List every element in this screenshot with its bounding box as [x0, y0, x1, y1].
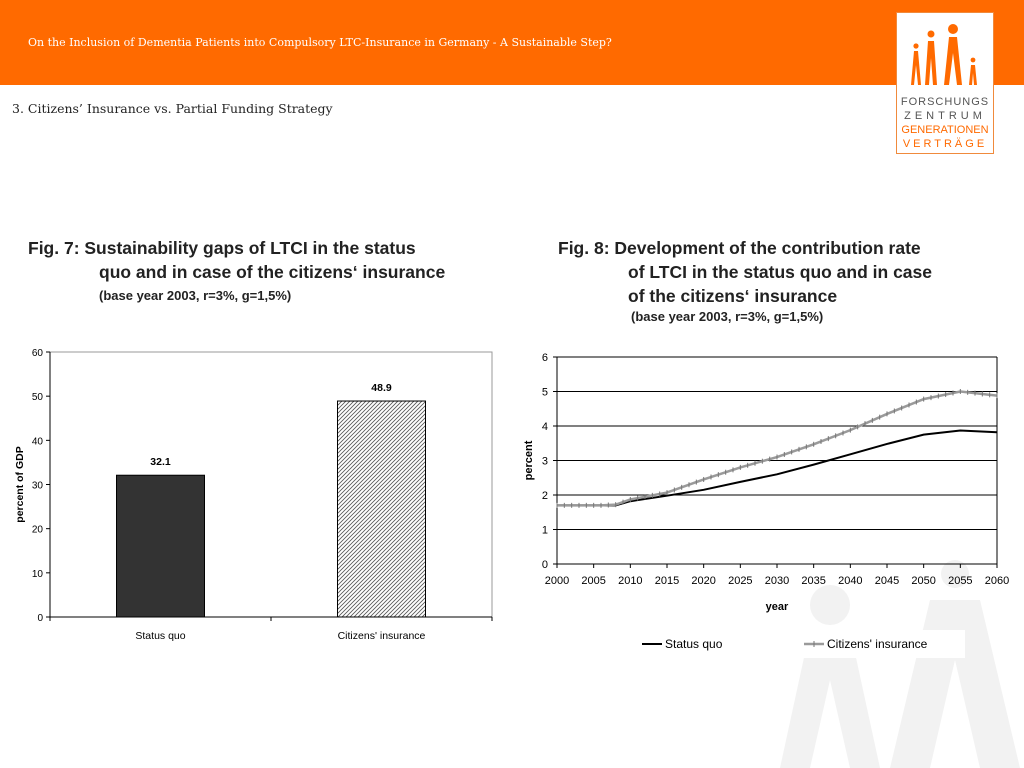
y-axis-label: percent of GDP [14, 446, 26, 522]
y-tick-label: 40 [32, 436, 44, 447]
y-tick-label: 2 [542, 490, 548, 502]
legend-box [620, 630, 965, 658]
x-tick-label: 2060 [985, 575, 1009, 587]
x-tick-label: 2025 [728, 575, 752, 587]
x-tick-label: 2010 [618, 575, 642, 587]
fig7-note: (base year 2003, r=3%, g=1,5%) [99, 288, 292, 303]
header-bar: On the Inclusion of Dementia Patients in… [0, 0, 1024, 85]
x-tick-label: 2040 [838, 575, 862, 587]
x-tick-label: 2000 [545, 575, 569, 587]
fig8-title-line2: of LTCI in the status quo and in case [628, 262, 933, 282]
fig7-title-line2: quo and in case of the citizens‘ insuran… [99, 262, 446, 282]
x-tick-label: 2015 [655, 575, 679, 587]
x-category-label: Citizens' insurance [338, 630, 426, 642]
x-tick-label: 2050 [911, 575, 935, 587]
x-category-label: Status quo [135, 630, 185, 642]
x-tick-label: 2030 [765, 575, 789, 587]
bar-citizens-insurance [337, 400, 426, 618]
series-line-1 [557, 390, 998, 507]
y-tick-label: 0 [542, 559, 548, 571]
y-tick-label: 1 [542, 525, 548, 537]
x-axis-label: year [766, 601, 789, 613]
logo-line-2: ZENTRUM [904, 110, 986, 122]
logo: FORSCHUNGS ZENTRUM GENERATIONEN VERTRÄGE [896, 12, 994, 154]
legend-label: Status quo [665, 637, 723, 651]
x-tick-label: 2035 [801, 575, 825, 587]
x-tick-label: 2055 [948, 575, 972, 587]
presentation-title: On the Inclusion of Dementia Patients in… [28, 36, 612, 49]
fig7-bar-chart: 0 10 20 30 40 50 60 percent of GDP 32.1 Status q… [14, 348, 493, 642]
fig8-title-line3: of the citizens‘ insurance [628, 286, 838, 306]
fig8-title-line1: Fig. 8: Development of the contribution … [558, 238, 921, 258]
y-tick-label: 5 [542, 387, 548, 399]
bar-status-quo [116, 474, 205, 618]
logo-line-4: VERTRÄGE [902, 138, 988, 150]
y-tick-label: 4 [542, 421, 548, 433]
section-title: 3. Citizens’ Insurance vs. Partial Fundi… [12, 101, 333, 116]
data-label: 32.1 [150, 456, 171, 468]
y-tick-label: 3 [542, 456, 548, 468]
legend-label: Citizens' insurance [827, 637, 928, 651]
y-tick-label: 0 [37, 613, 43, 624]
y-tick-label: 30 [32, 481, 44, 492]
data-label: 48.9 [371, 382, 392, 394]
logo-line-3: GENERATIONEN [901, 124, 989, 136]
series-line-0 [557, 429, 998, 507]
fig8-note: (base year 2003, r=3%, g=1,5%) [631, 309, 824, 324]
y-axis-label: percent [523, 440, 535, 480]
y-tick-label: 50 [32, 392, 44, 403]
logo-figures-icon [911, 24, 977, 85]
y-tick-label: 60 [32, 348, 44, 359]
fig7-title-line1: Fig. 7: Sustainability gaps of LTCI in t… [28, 238, 416, 258]
y-tick-label: 20 [32, 525, 44, 536]
x-tick-label: 2045 [875, 575, 899, 587]
y-tick-label: 10 [32, 569, 44, 580]
y-tick-label: 6 [542, 352, 548, 364]
x-tick-label: 2020 [691, 575, 715, 587]
x-tick-label: 2005 [581, 575, 605, 587]
fig8-line-chart: 0 1 2 3 4 5 6 2000 2005 2010 2015 2020 2025 2030 2035 2… [523, 352, 1009, 658]
logo-line-1: FORSCHUNGS [900, 96, 990, 108]
